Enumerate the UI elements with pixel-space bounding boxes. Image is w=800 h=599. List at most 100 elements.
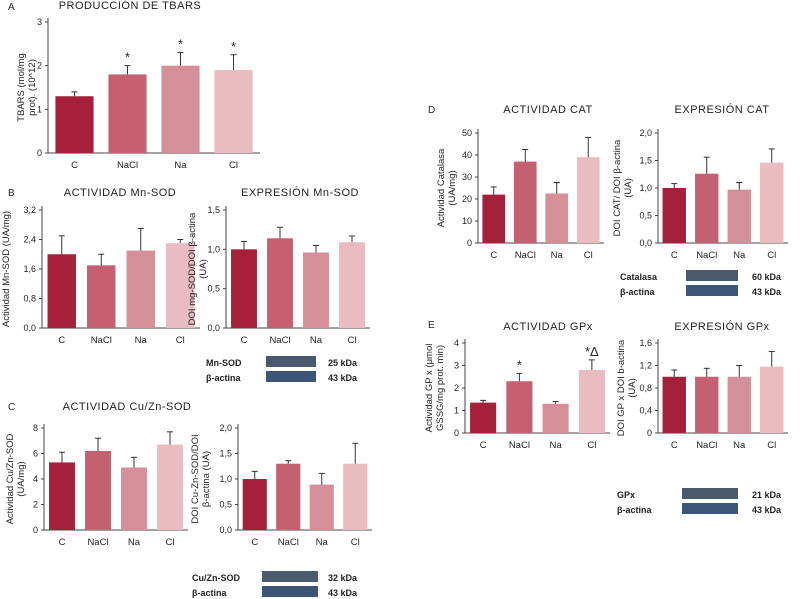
x-tick-label: Na [135,335,148,346]
bar [662,376,686,433]
bar [760,162,784,243]
y-tick-label: 30 [462,172,472,182]
y-axis-label: (UA) [627,378,638,398]
x-tick-label: Cl [767,250,776,261]
x-tick-label: Cl [176,335,185,346]
y-tick-label: 1,5 [219,449,232,459]
y-axis-label: (UA/mg) [447,170,458,205]
chart-d1: ACTIVIDAD CAT 0 10 20 30 40 50 Actividad Catala… [436,104,604,261]
bar [49,462,75,530]
bar [576,157,600,243]
chart-e2: EXPRESIÓN GPx 0 0,4 0,8 1,2 1,6 DOI GP x DOI b… [616,320,788,451]
y-tick-label: 0,5 [219,500,232,510]
x-tick-label: NaCl [278,537,299,548]
chart-title: EXPRESIÓN GPx [674,320,769,333]
y-axis-label: Actividad Catalasa [436,148,447,227]
significance-mark: * [231,39,236,54]
x-tick-label: Cl [587,440,596,451]
x-tick-label: Na [551,250,564,261]
blot-kda-label: 60 kDa [752,272,782,282]
bar [121,467,147,530]
y-axis-label: GSSG/mg prot. min) [435,345,446,431]
bar [760,366,784,433]
y-tick-label: 1,0 [219,474,232,484]
blot-band [266,371,316,382]
bar [47,254,76,328]
y-tick-label: 1,2 [639,361,652,371]
bar [339,242,365,328]
chart-title: PRODUCCIÓN DE TBARS [59,0,202,12]
y-tick-label: 0,8 [639,383,652,393]
chart-c2: 0,0 0,5 1,0 1,5 2,0 DOI Cu-Zn-SOD/DOI β-actina… [190,423,372,548]
blot-protein-label: GPx [617,490,635,500]
x-tick-label: Cl [166,537,175,548]
bar [303,252,329,328]
blot-kda-label: 32 kDa [328,573,358,583]
blot-kda-label: 43 kDa [752,505,782,515]
x-tick-label: Cl [229,160,238,171]
y-tick-label: 1,0 [639,183,652,193]
bar [231,249,257,328]
y-tick-label: 4 [454,338,459,348]
bar [166,243,195,328]
y-tick-label: 3 [37,17,42,27]
x-tick-label: C [59,537,66,548]
x-tick-label: NaCl [515,250,536,261]
x-tick-label: Na [174,160,187,171]
blot-protein-label: Catalasa [620,272,658,282]
y-tick-label: 0,0 [207,323,220,333]
x-tick-label: C [480,440,487,451]
chart-title: ACTIVIDAD Cu/Zn-SOD [63,401,192,413]
y-axis-label: (UA) [623,178,634,198]
y-tick-label: 2 [33,500,38,510]
chart-title: ACTIVIDAD CAT [503,104,592,116]
bar [55,96,94,153]
bar [578,370,605,433]
chart-d2: EXPRESIÓN CAT 0,0 0,5 1,0 1,5 2,0 DOI CAT/ DOI… [612,103,788,261]
x-tick-label: C [251,537,258,548]
y-axis-label: (UA) [198,259,209,279]
x-tick-label: Na [550,440,563,451]
blot-band [682,488,738,499]
blot-kda-label: 43 kDa [752,287,782,297]
blot-kda-label: 43 kDa [328,373,358,383]
significance-mark: * [178,37,183,52]
y-axis-label: prot). (10^12) [27,59,38,116]
bar [662,188,686,243]
x-tick-label: NaCl [696,250,717,261]
y-axis-label: Actividad GP x (μmol [424,344,435,433]
y-tick-label: 0 [647,428,652,438]
y-axis-label: DOI CAT/ DOI β-actina [612,139,623,236]
x-tick-label: Cl [351,537,360,548]
y-tick-label: 8 [33,423,38,433]
y-axis-label: Actividad Mn-SOD (UA/mg) [1,211,12,327]
y-tick-label: 2,4 [23,235,36,245]
y-tick-label: 2 [454,383,459,393]
bar [727,376,751,433]
x-tick-label: Na [310,335,323,346]
bar [309,484,334,530]
chart-title: EXPRESIÓN Mn-SOD [241,186,359,199]
y-tick-label: 6 [33,449,38,459]
significance-mark: *Δ [585,344,599,359]
x-tick-label: Cl [584,250,593,261]
y-tick-label: 3 [454,361,459,371]
chart-a: PRODUCCIÓN DE TBARS 0 1 2 3 TBARS (mol/mg prot… [16,0,260,171]
bar [545,193,569,243]
blot-protein-label: Cu/Zn-SOD [192,573,240,583]
bar [470,402,497,433]
x-tick-label: Na [316,537,329,548]
y-axis-label: DOI mg-SOD/DOI β-actina [187,212,198,325]
panel-label-c: C [8,402,15,413]
x-tick-label: Na [733,250,746,261]
bar [108,74,147,153]
blot-gpx: GPx 21 kDa β-actina 43 kDa [617,488,782,515]
panel-label-b: B [8,188,15,199]
blot-kda-label: 21 kDa [752,490,782,500]
bar [87,265,116,328]
bar [506,381,533,433]
blot-protein-label: β-actina [620,287,655,297]
chart-title: ACTIVIDAD GPx [503,321,593,333]
x-tick-label: Cl [767,440,776,451]
chart-c1: ACTIVIDAD Cu/Zn-SOD 0 2 4 6 8 Actividad Cu/Zn-… [5,401,191,548]
